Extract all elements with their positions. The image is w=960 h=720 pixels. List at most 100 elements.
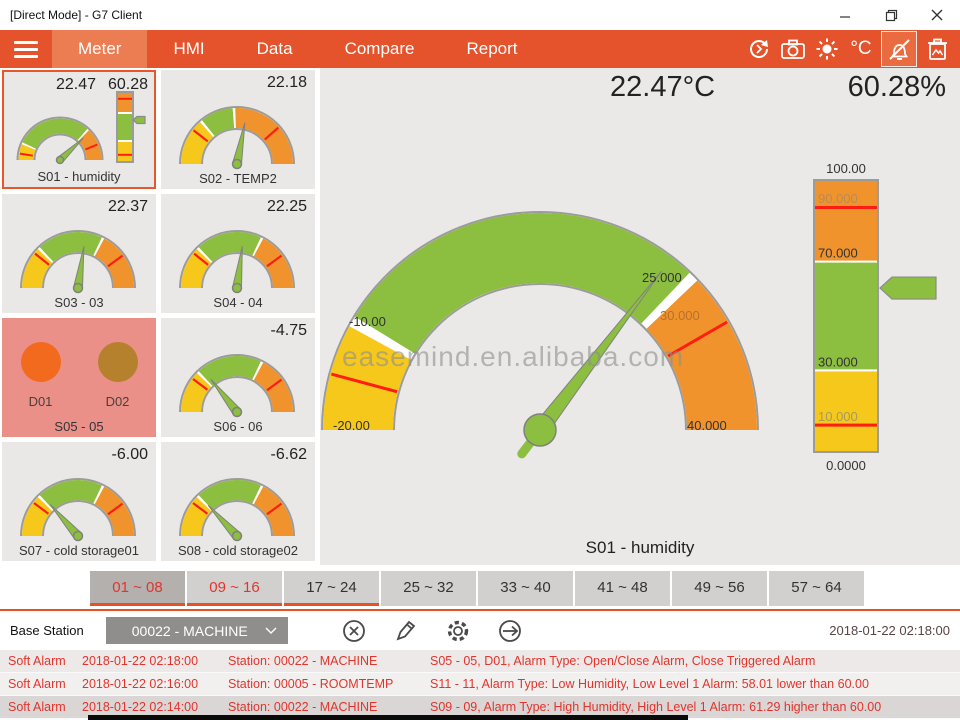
gear-button[interactable]	[444, 617, 472, 645]
alarm-row[interactable]: Soft Alarm 2018-01-22 02:18:00 Station: 00…	[0, 650, 960, 673]
gauge-tick-label: -20.00	[333, 418, 370, 433]
gauge-tick-label: 30.000	[660, 308, 700, 323]
alarm-detail: S05 - 05, D01, Alarm Type: Open/Close Al…	[430, 654, 816, 668]
menu-button[interactable]	[0, 30, 52, 68]
go-arrow-button[interactable]	[496, 617, 524, 645]
main-nav-bar: Meter HMI Data Compare Report °C	[0, 30, 960, 68]
tile-value: 22.25	[266, 198, 307, 215]
camera-button[interactable]	[776, 32, 810, 66]
range-tab-41-48[interactable]: 41 ~ 48	[575, 571, 670, 606]
content-area: 22.47 60.28 S01 - humidity 22.18 S02 - TEMP2…	[0, 68, 960, 565]
range-tab-09-16[interactable]: 09 ~ 16	[187, 571, 282, 606]
chevron-down-icon	[265, 627, 277, 634]
celsius-button[interactable]: °C	[844, 32, 878, 66]
range-tab-49-56[interactable]: 49 ~ 56	[672, 571, 767, 606]
tile-label: S08 - cold storage02	[178, 543, 298, 558]
range-tab-01-08[interactable]: 01 ~ 08	[90, 571, 185, 606]
tile-dial	[16, 116, 104, 165]
bar-gauge-label: 10.000	[818, 409, 858, 424]
range-tab-33-40[interactable]: 33 ~ 40	[478, 571, 573, 606]
bar-gauge-label: 90.000	[818, 191, 858, 206]
station-dropdown[interactable]: 00022 - MACHINE	[105, 617, 288, 644]
tile-dial	[20, 478, 136, 542]
alarm-time: 2018-01-22 02:14:00	[82, 700, 199, 714]
window-title: [Direct Mode] - G7 Client	[10, 8, 143, 22]
close-icon	[931, 9, 943, 21]
alarm-list: Soft Alarm 2018-01-22 02:18:00 Station: 00…	[0, 650, 960, 720]
celsius-icon: °C	[850, 38, 872, 59]
minimize-icon	[840, 16, 850, 18]
range-tab-25-32[interactable]: 25 ~ 32	[381, 571, 476, 606]
alarm-mute-icon	[889, 39, 910, 60]
meter-tile-s06[interactable]: -4.75 S06 - 06	[161, 318, 315, 437]
nav-tab-data[interactable]: Data	[256, 39, 293, 58]
alarm-station: Station: 00022 - MACHINE	[228, 700, 378, 714]
humidity-bar-gauge: 100.00 90.000 70.000 30.000 10.000 0.0000	[813, 161, 937, 473]
range-tab-57-64[interactable]: 57 ~ 64	[769, 571, 864, 606]
cancel-circle-icon	[342, 619, 365, 642]
brightness-button[interactable]	[810, 32, 844, 66]
pencil-button[interactable]	[392, 617, 420, 645]
meter-tile-s05[interactable]: D01 D02 S05 - 05	[2, 318, 156, 437]
tile-value: 60.28	[107, 76, 148, 93]
alarm-row[interactable]: Soft Alarm 2018-01-22 02:14:00 Station: 00…	[0, 696, 960, 719]
bar-gauge-label: 100.00	[826, 161, 866, 176]
tile-dial	[179, 354, 295, 418]
meter-tile-s03[interactable]: 22.37 S03 - 03	[2, 194, 156, 313]
cancel-circle-button[interactable]	[340, 617, 368, 645]
clear-image-icon	[928, 38, 947, 60]
tile-value: 22.37	[107, 198, 148, 215]
station-bar: Base Station 00022 - MACHINE 2018-01-22 …	[0, 611, 960, 650]
alarm-type: Soft Alarm	[8, 677, 66, 691]
accent-divider	[0, 609, 960, 611]
close-button[interactable]	[914, 0, 960, 30]
gauge-caption: S01 - humidity	[585, 538, 695, 557]
tile-label: S06 - 06	[213, 419, 263, 434]
main-gauge: -20.00 -10.00 25.000 30.000 40.000	[320, 160, 760, 465]
refresh-button[interactable]	[742, 32, 776, 66]
tile-label: S07 - cold storage01	[19, 543, 139, 558]
clear-image-button[interactable]	[920, 32, 954, 66]
brightness-icon	[816, 38, 838, 60]
alarm-mute-button[interactable]	[881, 31, 917, 67]
station-dropdown-value: 00022 - MACHINE	[131, 622, 248, 639]
watermark: easemind.en.alibaba.com	[342, 341, 685, 372]
tile-label: S03 - 03	[54, 295, 104, 310]
gauge-tick-label: 40.000	[687, 418, 727, 433]
gear-icon	[447, 620, 468, 641]
minimize-button[interactable]	[822, 0, 868, 30]
nav-tab-compare[interactable]: Compare	[344, 39, 415, 58]
gauge-tick-label: 25.000	[642, 270, 682, 285]
meter-tile-s04[interactable]: 22.25 S04 - 04	[161, 194, 315, 313]
hamburger-icon	[14, 40, 38, 44]
meter-tile-s07[interactable]: -6.00 S07 - cold storage01	[2, 442, 156, 561]
meter-tile-s02[interactable]: 22.18 S02 - TEMP2	[161, 70, 315, 189]
indicator-lamp-d02	[97, 342, 138, 382]
nav-tab-hmi[interactable]: HMI	[173, 39, 205, 58]
station-action-buttons	[340, 617, 524, 645]
alarm-row[interactable]: Soft Alarm 2018-01-22 02:16:00 Station: 00…	[0, 673, 960, 696]
restore-button[interactable]	[868, 0, 914, 30]
nav-tab-report[interactable]: Report	[466, 39, 518, 58]
refresh-icon	[750, 40, 769, 58]
bar-gauge-label: 30.000	[818, 354, 858, 369]
camera-icon	[781, 39, 805, 59]
digital-indicators: D01 D02	[2, 342, 156, 409]
tile-value: -6.62	[270, 446, 307, 463]
nav-tab-meter[interactable]: Meter	[52, 30, 148, 68]
bar-gauge-label: 0.0000	[826, 458, 866, 473]
tile-dial	[179, 106, 295, 170]
window-controls	[822, 0, 960, 30]
go-arrow-icon	[498, 619, 521, 642]
meter-tile-s08[interactable]: -6.62 S08 - cold storage02	[161, 442, 315, 561]
main-gauge-dial	[321, 211, 759, 459]
range-tab-17-24[interactable]: 17 ~ 24	[284, 571, 379, 606]
meter-tile-s01[interactable]: 22.47 60.28 S01 - humidity	[2, 70, 156, 189]
range-tabs-row: 01 ~ 08 09 ~ 16 17 ~ 24 25 ~ 32 33 ~ 40 41 ~ …	[0, 565, 960, 609]
tile-label: S02 - TEMP2	[199, 171, 277, 186]
indicator-label: D01	[28, 394, 53, 409]
title-bar: [Direct Mode] - G7 Client	[0, 0, 960, 30]
tile-label: S04 - 04	[213, 295, 263, 310]
current-timestamp: 2018-01-22 02:18:00	[829, 623, 950, 638]
alarm-type: Soft Alarm	[8, 700, 66, 714]
